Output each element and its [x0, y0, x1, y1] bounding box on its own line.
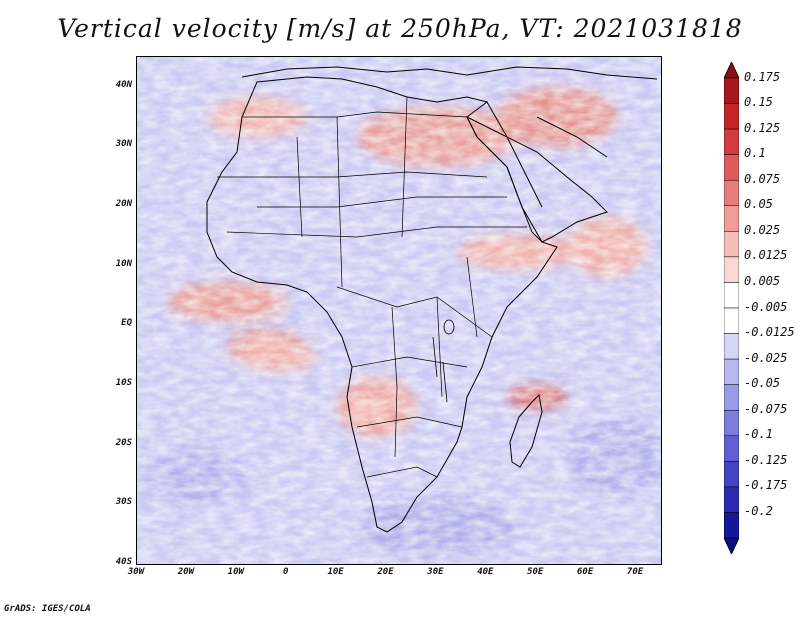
vertical-velocity-map[interactable]	[136, 56, 662, 565]
lon-tick-label: 70E	[626, 567, 644, 577]
colorbar-segment	[724, 103, 739, 130]
colorbar-segment	[724, 282, 739, 309]
map-title: Vertical velocity [m/s] at 250hPa, VT: 2…	[57, 14, 743, 43]
red-sea-line	[486, 101, 543, 208]
colorbar-segment	[724, 307, 739, 334]
lon-tick-label: 0	[282, 567, 289, 577]
colorbar-segment	[724, 409, 739, 437]
lat-tick-label: 40S	[115, 557, 132, 567]
colorbar-segment	[724, 179, 739, 207]
colorbar-segment	[724, 231, 739, 258]
field-texture	[137, 57, 661, 564]
colorbar-level-label: -0.2	[744, 504, 773, 518]
madagascar-coastline	[509, 393, 543, 468]
lat-tick-label: 10N	[115, 258, 132, 269]
colorbar-segment	[724, 461, 739, 488]
arabian-peninsula-coastline	[465, 115, 608, 243]
lat-tick-label: 20N	[115, 199, 132, 210]
grads-credit: GrADS: IGES/COLA	[4, 604, 91, 614]
colorbar-level-label: 0.05	[744, 197, 773, 212]
colorbar-level-label: -0.175	[744, 478, 788, 493]
colorbar-segment	[724, 435, 739, 462]
colorbar-level-label: 0.025	[744, 222, 781, 237]
colorbar-level-label: -0.1	[744, 427, 773, 442]
colorbar-segment	[724, 154, 739, 181]
map-canvas	[137, 57, 661, 564]
lon-tick-label: 30W	[127, 567, 145, 577]
colorbar-segment	[724, 77, 739, 104]
colorbar-bottom-cap	[724, 537, 739, 554]
colorbar-segment	[724, 205, 739, 232]
lon-tick-label: 20W	[177, 567, 195, 577]
colorbar-level-label: 0.1	[744, 146, 766, 161]
lon-tick-label: 60E	[577, 567, 594, 577]
colorbar-level-label: 0.0125	[744, 248, 788, 263]
lat-tick-label: 40N	[115, 79, 132, 90]
lon-tick-label: 30E	[427, 567, 444, 577]
lat-tick-label: 20S	[115, 437, 132, 448]
lat-tick-label: 30N	[115, 139, 132, 150]
colorbar-level-label: -0.0125	[744, 325, 795, 340]
colorbar-level-label: -0.025	[744, 350, 788, 365]
lon-tick-label: 10E	[327, 567, 344, 577]
lat-tick-label: 30S	[115, 497, 132, 508]
lakes	[432, 319, 455, 403]
lon-tick-label: 40E	[477, 567, 494, 577]
persian-gulf-line	[536, 116, 608, 158]
colorbar	[724, 62, 739, 554]
country-borders	[217, 96, 527, 478]
lat-tick-label: EQ	[121, 318, 132, 329]
colorbar-level-label: 0.15	[744, 95, 773, 110]
colorbar-segment	[724, 333, 739, 360]
colorbar-segment	[724, 384, 739, 411]
colorbar-top-cap	[724, 62, 739, 79]
colorbar-segment	[724, 128, 739, 155]
colorbar-segment	[724, 358, 739, 385]
colorbar-level-label: 0.175	[744, 69, 781, 84]
lon-tick-label: 20E	[377, 567, 394, 577]
colorbar-level-label: 0.005	[744, 274, 781, 288]
colorbar-segment	[724, 256, 739, 283]
colorbar-level-label: 0.125	[744, 120, 781, 135]
lon-tick-label: 10W	[227, 567, 244, 577]
colorbar-level-label: -0.075	[744, 401, 788, 416]
colorbar-level-label: -0.05	[744, 376, 781, 391]
colorbar-segment	[724, 512, 739, 539]
colorbar-level-label: -0.005	[744, 299, 788, 314]
colorbar-segment	[724, 486, 739, 513]
lat-tick-label: 10S	[115, 378, 132, 389]
mediterranean-north-coast	[241, 66, 658, 80]
colorbar-level-label: 0.075	[744, 171, 781, 186]
colorbar-level-label: -0.125	[744, 452, 788, 467]
lon-tick-label: 50E	[527, 567, 544, 577]
